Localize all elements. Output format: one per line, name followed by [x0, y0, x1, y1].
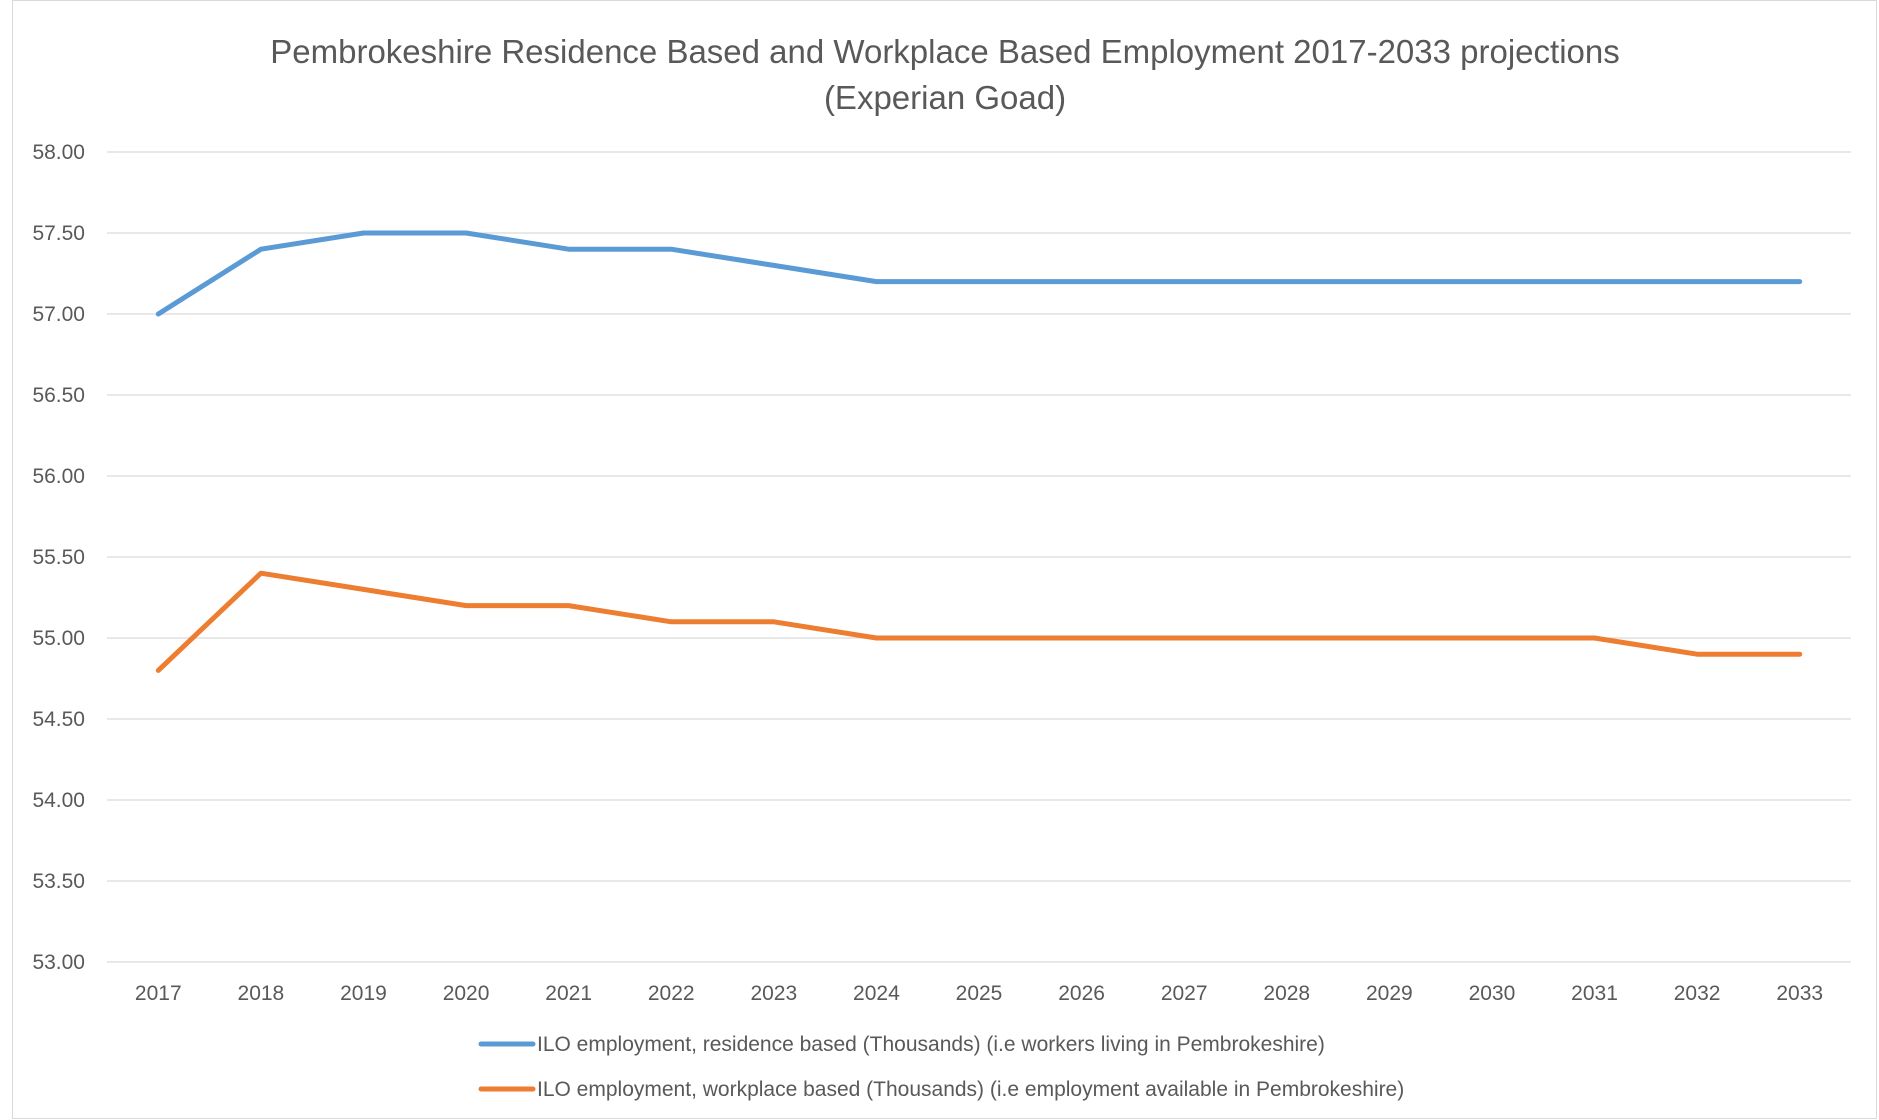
x-tick-label: 2028 [1263, 982, 1310, 1005]
gridlines [107, 152, 1851, 962]
chart-frame: Pembrokeshire Residence Based and Workpl… [12, 0, 1877, 1119]
x-tick-label: 2022 [648, 982, 695, 1005]
x-tick-label: 2018 [238, 982, 285, 1005]
x-tick-label: 2024 [853, 982, 900, 1005]
x-tick-label: 2027 [1161, 982, 1208, 1005]
x-axis-ticks: 2017 2018 2019 2020 2021 2022 2023 2024 2025 2026… [135, 982, 1823, 1005]
x-tick-label: 2020 [443, 982, 490, 1005]
x-tick-label: 2021 [545, 982, 592, 1005]
y-tick-label: 55.00 [32, 627, 85, 650]
chart-title: Pembrokeshire Residence Based and Workpl… [270, 33, 1620, 70]
x-tick-label: 2025 [956, 982, 1003, 1005]
y-tick-label: 58.00 [32, 141, 85, 164]
x-tick-label: 2019 [340, 982, 387, 1005]
y-tick-label: 55.50 [32, 546, 85, 569]
y-tick-label: 57.00 [32, 303, 85, 326]
y-tick-label: 56.00 [32, 465, 85, 488]
y-tick-label: 53.00 [32, 951, 85, 974]
series-lines [158, 233, 1800, 671]
y-axis-ticks: 53.00 53.50 54.00 54.50 55.00 55.50 56.00 56.50… [32, 141, 85, 974]
x-tick-label: 2023 [750, 982, 797, 1005]
x-tick-label: 2026 [1058, 982, 1105, 1005]
x-tick-label: 2017 [135, 982, 182, 1005]
series-line-1 [158, 233, 1799, 314]
line-chart: Pembrokeshire Residence Based and Workpl… [13, 1, 1878, 1120]
x-tick-label: 2031 [1571, 982, 1618, 1005]
y-tick-label: 54.50 [32, 708, 85, 731]
y-tick-label: 53.50 [32, 870, 85, 893]
x-tick-label: 2032 [1674, 982, 1721, 1005]
x-tick-label: 2030 [1469, 982, 1516, 1005]
y-tick-label: 56.50 [32, 384, 85, 407]
legend-label-1: ILO employment, residence based (Thousan… [537, 1033, 1325, 1056]
y-tick-label: 54.00 [32, 789, 85, 812]
x-tick-label: 2033 [1776, 982, 1823, 1005]
chart-subtitle: (Experian Goad) [824, 79, 1066, 116]
series-line-2 [158, 573, 1799, 670]
x-tick-label: 2029 [1366, 982, 1413, 1005]
legend-label-2: ILO employment, workplace based (Thousan… [537, 1078, 1404, 1101]
legend: ILO employment, residence based (Thousan… [481, 1033, 1404, 1101]
y-tick-label: 57.50 [32, 222, 85, 245]
